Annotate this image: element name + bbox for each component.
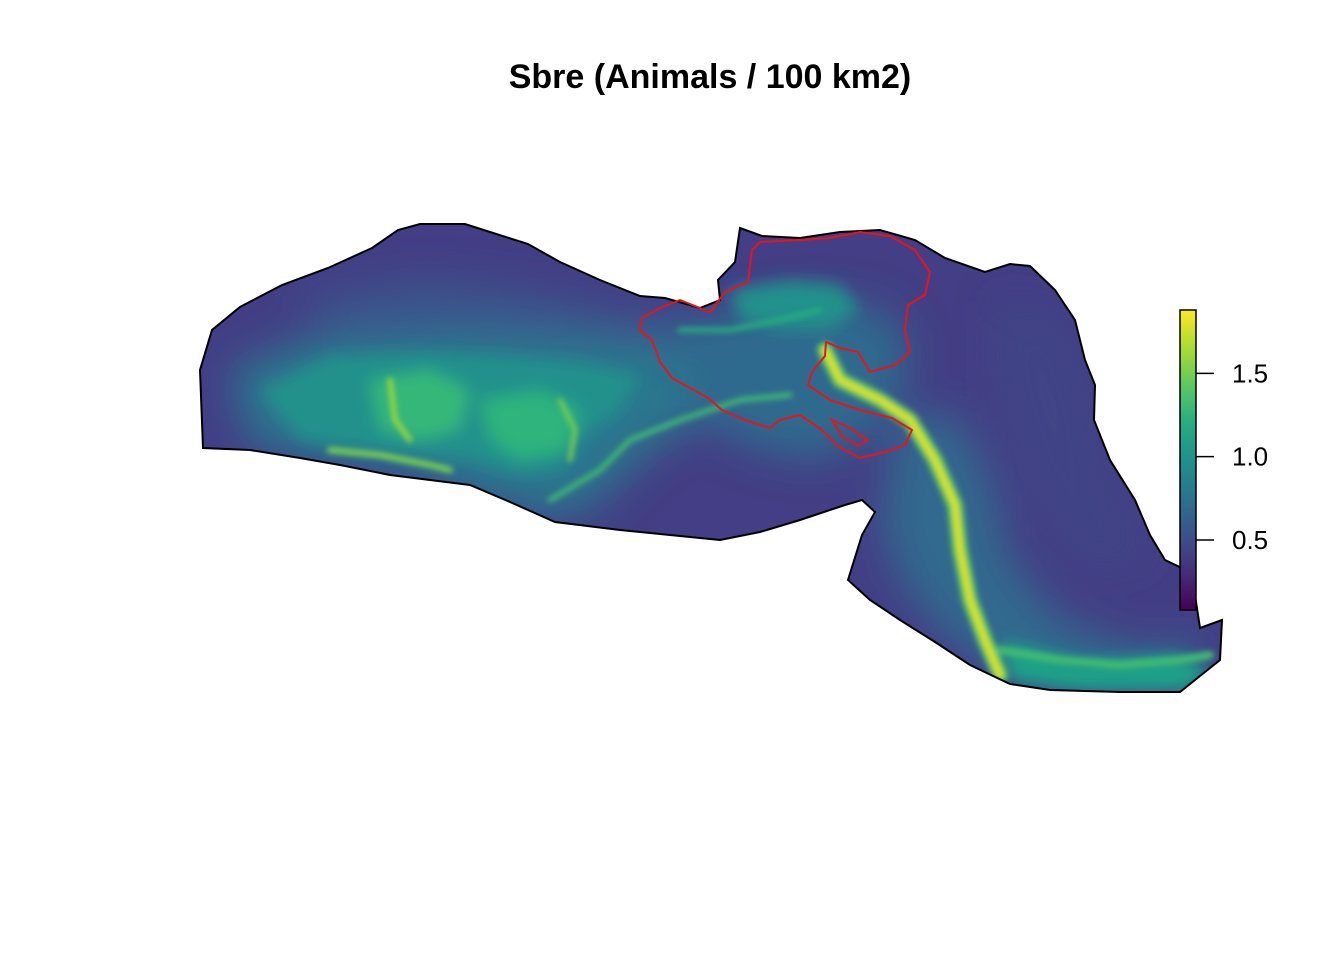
- colorbar-tick-label: 1.0: [1232, 442, 1268, 472]
- density-raster: [200, 224, 1222, 692]
- colorbar-ramp: [1179, 309, 1197, 611]
- colorbar-tick-label: 1.5: [1232, 358, 1268, 388]
- density-ridges: [327, 307, 1214, 683]
- study-area-island-outline: [829, 417, 870, 448]
- colorbar: 1.5 1.0 0.5: [1179, 309, 1268, 611]
- map-title: Sbre (Animals / 100 km2): [508, 58, 912, 96]
- colorbar-ticks: 1.5 1.0 0.5: [1196, 358, 1268, 555]
- colorbar-tick-label: 0.5: [1232, 525, 1268, 555]
- study-area-outline: [639, 231, 931, 459]
- density-field-band: [260, 280, 1210, 690]
